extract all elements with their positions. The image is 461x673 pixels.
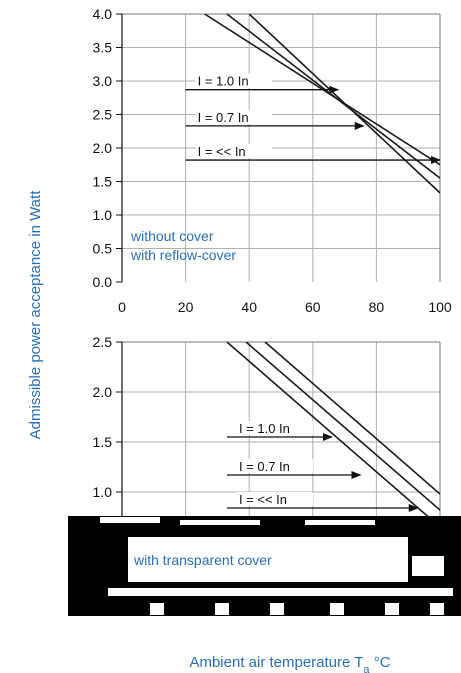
x-tick-label: 40 (241, 299, 257, 315)
y-tick-label: 3.5 (93, 40, 113, 56)
annotation-label-bg (236, 459, 313, 473)
annotation-label: I = << In (198, 144, 246, 159)
scan-artifact (68, 516, 461, 616)
chart-bottom: 1.0 1.5 2.0 2.5 I = 1.0 In I = 0.7 In I = << I… (93, 334, 441, 517)
x-axis-title-sub: a (363, 664, 370, 673)
chart-top: 0.0 0.5 1.0 1.5 2.0 2.5 3.0 3.5 4.0 0 20 40 60 80 100 I… (93, 6, 452, 315)
annotation-label: I = << In (239, 492, 287, 507)
annotation-label: I = 0.7 In (198, 110, 249, 125)
series-line (248, 14, 440, 194)
y-tick-label: 0.5 (93, 241, 113, 257)
x-tick-label: 20 (178, 299, 194, 315)
y-tick-label: 1.5 (93, 174, 113, 190)
y-tick-label: 2.5 (93, 334, 113, 350)
annotation-label: I = 1.0 In (239, 421, 290, 436)
chart-note: without cover (130, 228, 214, 244)
annotation-label: I = 0.7 In (239, 459, 290, 474)
series-group (204, 14, 440, 194)
series-group (226, 342, 440, 517)
x-tick-label: 80 (369, 299, 385, 315)
series-line (264, 342, 440, 495)
series-line (245, 342, 440, 511)
x-axis-title-main: Ambient air temperature T (189, 654, 363, 671)
x-tick-label: 100 (428, 299, 452, 315)
x-axis-title-unit: °C (370, 654, 391, 671)
annotation-label-bg (195, 144, 272, 159)
y-tick-label: 1.0 (93, 484, 113, 500)
series-line (226, 14, 440, 179)
y-tick-label: 2.0 (93, 384, 113, 400)
y-tick-label: 0.0 (93, 274, 113, 290)
annotation-label-bg (236, 492, 313, 506)
annotation-label: I = 1.0 In (198, 74, 249, 89)
y-tick-label: 1.5 (93, 434, 113, 450)
annotation-label-bg (195, 109, 272, 124)
y-axis-title: Admissible power acceptance in Watt (27, 190, 44, 440)
y-tick-label: 2.0 (93, 140, 113, 156)
x-tick-label: 0 (118, 299, 126, 315)
note-transparent-cover: with transparent cover (133, 552, 272, 568)
x-axis-title: Ambient air temperature Ta °C (189, 654, 390, 673)
y-tick-label: 3.0 (93, 73, 113, 89)
annotation-label-bg (236, 421, 313, 435)
y-tick-label: 1.0 (93, 207, 113, 223)
series-line (226, 342, 430, 517)
y-tick-label: 2.5 (93, 107, 113, 123)
x-tick-label: 60 (305, 299, 321, 315)
chart-note: with reflow-cover (130, 247, 236, 263)
y-tick-label: 4.0 (93, 6, 113, 22)
annotation-label-bg (195, 73, 272, 88)
